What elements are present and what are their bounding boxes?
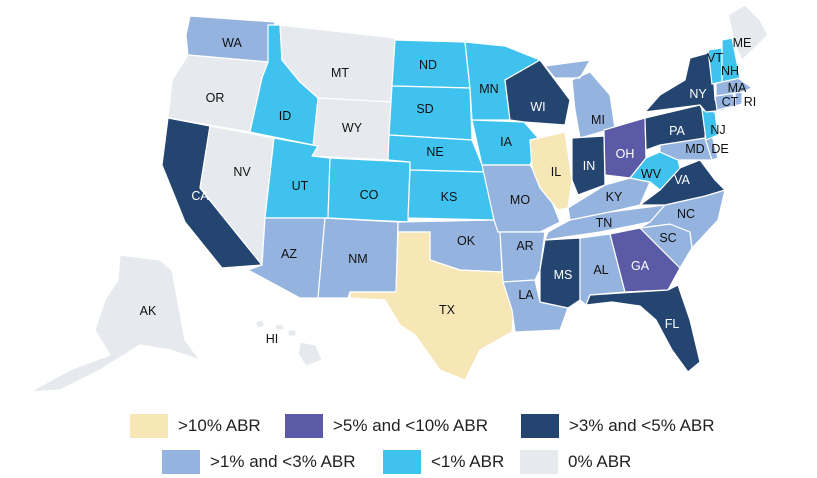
state-label-KS: KS xyxy=(441,190,458,204)
legend-swatch xyxy=(285,414,323,438)
state-label-MO: MO xyxy=(510,193,530,207)
state-label-VA: VA xyxy=(674,173,690,187)
legend-label: >10% ABR xyxy=(178,416,261,435)
state-label-IA: IA xyxy=(500,135,512,149)
legend-label: 0% ABR xyxy=(568,452,632,471)
state-TX[interactable] xyxy=(349,231,516,381)
state-IL[interactable] xyxy=(529,131,573,211)
legend-item-3to5: >3% and <5% ABR xyxy=(521,414,715,438)
legend-label: >1% and <3% ABR xyxy=(210,452,356,471)
state-label-RI: RI xyxy=(744,95,757,109)
state-label-TX: TX xyxy=(439,303,456,317)
state-label-NY: NY xyxy=(689,87,707,101)
state-label-CT: CT xyxy=(722,95,739,109)
state-label-NE: NE xyxy=(426,145,443,159)
state-label-WI: WI xyxy=(530,100,545,114)
state-label-NJ: NJ xyxy=(710,123,725,137)
legend-item-1to3: >1% and <3% ABR xyxy=(162,450,356,474)
state-label-MT: MT xyxy=(331,66,349,80)
state-label-MS: MS xyxy=(554,268,573,282)
state-label-SC: SC xyxy=(659,231,676,245)
state-label-WA: WA xyxy=(222,36,242,50)
legend-swatch xyxy=(520,450,558,474)
state-label-MD: MD xyxy=(685,142,704,156)
state-label-MI: MI xyxy=(591,113,605,127)
state-ME[interactable] xyxy=(727,4,769,61)
state-label-DE: DE xyxy=(711,142,728,156)
state-AK[interactable] xyxy=(29,254,201,393)
legend-label: <1% ABR xyxy=(431,452,505,471)
state-AR[interactable] xyxy=(499,231,546,283)
state-IN[interactable] xyxy=(571,135,606,196)
legend-label: >3% and <5% ABR xyxy=(569,416,715,435)
state-label-KY: KY xyxy=(606,190,623,204)
legend-item-5to10: >5% and <10% ABR xyxy=(285,414,488,438)
state-label-OH: OH xyxy=(616,147,635,161)
state-WV[interactable] xyxy=(629,151,681,191)
state-label-NM: NM xyxy=(348,252,367,266)
state-label-ME: ME xyxy=(733,36,752,50)
state-label-CO: CO xyxy=(360,188,379,202)
state-label-ID: ID xyxy=(279,109,292,123)
state-FL[interactable] xyxy=(585,284,701,373)
state-label-LA: LA xyxy=(518,288,534,302)
state-label-CA: CA xyxy=(191,189,209,203)
state-GA[interactable] xyxy=(609,227,681,293)
state-WI[interactable] xyxy=(504,59,571,126)
state-label-OK: OK xyxy=(457,234,476,248)
state-NH[interactable] xyxy=(721,37,741,83)
state-LA[interactable] xyxy=(502,279,569,333)
state-label-GA: GA xyxy=(631,259,650,273)
legend-swatch xyxy=(130,414,168,438)
state-HI[interactable] xyxy=(254,319,323,367)
state-label-NC: NC xyxy=(677,207,695,221)
state-label-AZ: AZ xyxy=(281,247,297,261)
legend-item-zero: 0% ABR xyxy=(520,450,631,474)
state-label-ND: ND xyxy=(419,58,437,72)
state-label-IN: IN xyxy=(583,159,596,173)
state-label-MN: MN xyxy=(479,82,498,96)
state-label-NV: NV xyxy=(233,165,251,179)
legend-item-gt10: >10% ABR xyxy=(130,414,261,438)
state-label-WY: WY xyxy=(342,121,363,135)
legend-swatch xyxy=(162,450,200,474)
state-labels: WA OR CA NV ID MT WY UT AZ CO NM ND SD N… xyxy=(140,36,757,346)
legend-label: >5% and <10% ABR xyxy=(333,416,489,435)
state-label-AR: AR xyxy=(516,239,533,253)
state-label-FL: FL xyxy=(665,317,680,331)
state-label-AK: AK xyxy=(140,304,157,318)
state-label-OR: OR xyxy=(206,91,225,105)
state-label-MA: MA xyxy=(728,81,747,95)
legend-swatch xyxy=(383,450,421,474)
state-label-HI: HI xyxy=(266,332,279,346)
state-label-NH: NH xyxy=(721,64,739,78)
state-label-TN: TN xyxy=(596,216,613,230)
legend-item-lt1: <1% ABR xyxy=(383,450,504,474)
state-label-SD: SD xyxy=(416,102,433,116)
state-label-UT: UT xyxy=(292,179,309,193)
state-label-WV: WV xyxy=(641,167,662,181)
legend-swatch xyxy=(521,414,559,438)
state-label-PA: PA xyxy=(669,124,685,138)
state-label-IL: IL xyxy=(551,165,561,179)
state-label-AL: AL xyxy=(593,263,608,277)
state-label-VT: VT xyxy=(707,51,723,65)
